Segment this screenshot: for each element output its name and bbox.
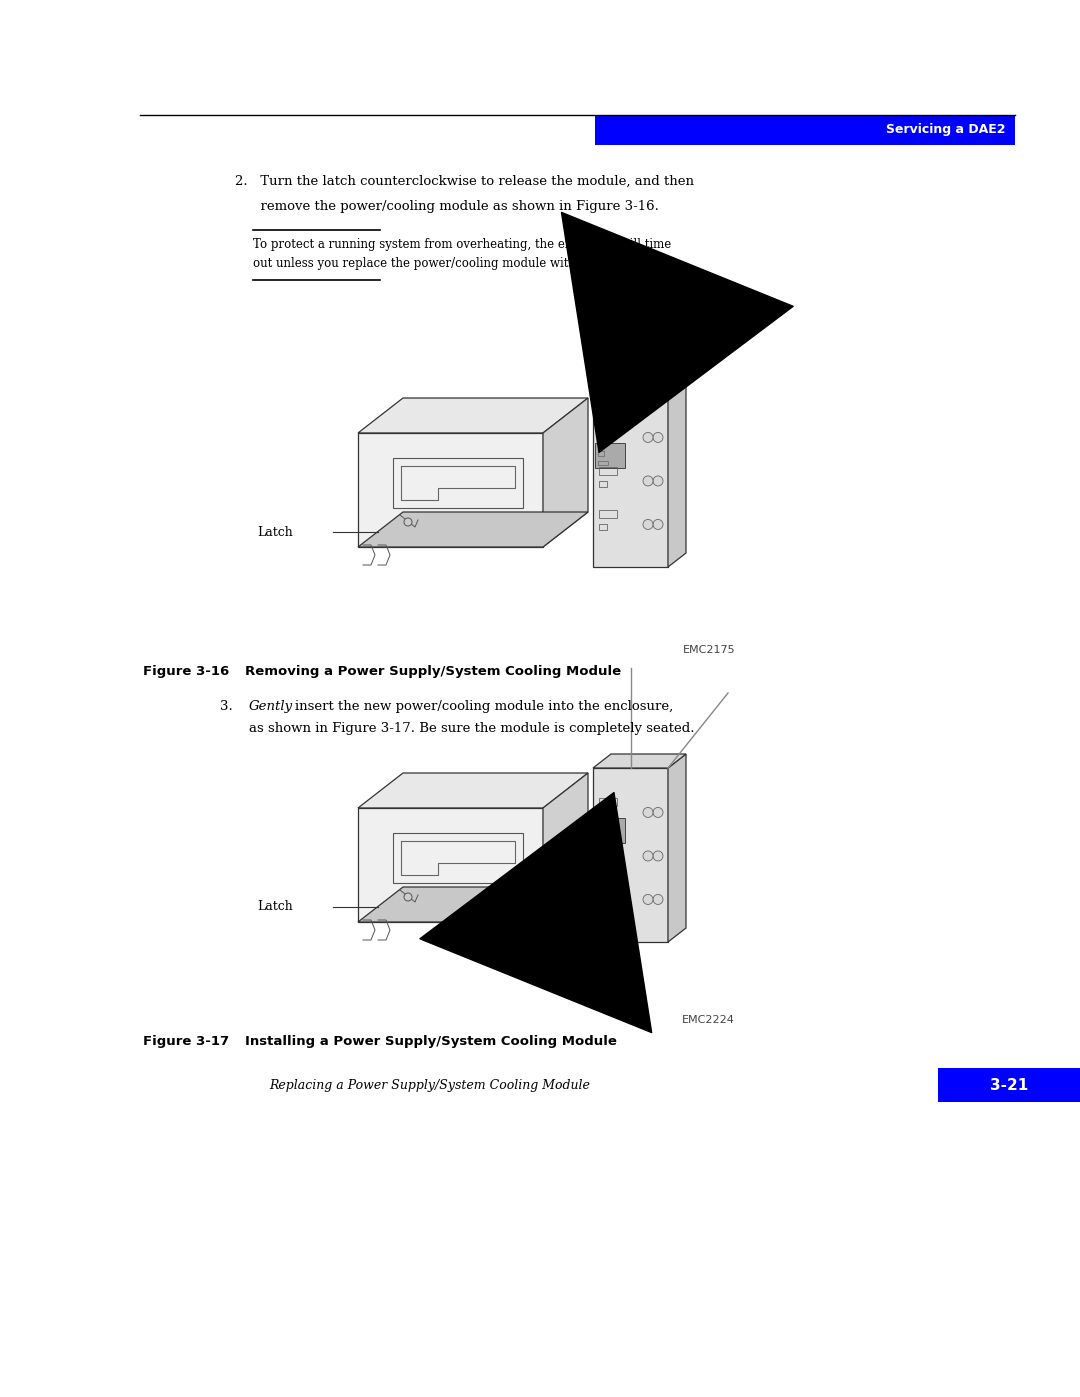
Bar (595, 115, 1015, 145)
Text: 2.   Turn the latch counterclockwise to release the module, and then: 2. Turn the latch counterclockwise to re… (235, 175, 694, 189)
Text: Figure 3-16: Figure 3-16 (143, 665, 229, 678)
Bar (599, 842, 617, 849)
Text: Latch: Latch (257, 525, 293, 538)
Bar (593, 768, 669, 942)
Circle shape (404, 518, 411, 527)
Bar (599, 510, 617, 518)
Text: Servicing a DAE2: Servicing a DAE2 (886, 123, 1005, 137)
Polygon shape (357, 887, 588, 922)
Polygon shape (543, 773, 588, 922)
Circle shape (643, 433, 653, 443)
Text: To protect a running system from overheating, the enclosure will time: To protect a running system from overhea… (253, 237, 672, 251)
Bar (598, 826, 604, 831)
Text: remove the power/cooling module as shown in Figure 3-16.: remove the power/cooling module as shown… (235, 200, 659, 212)
Bar (599, 856, 607, 862)
Bar (598, 451, 604, 455)
Circle shape (404, 893, 411, 901)
Polygon shape (357, 398, 588, 433)
Polygon shape (543, 398, 588, 548)
Bar (599, 886, 617, 894)
Text: insert the new power/cooling module into the enclosure,: insert the new power/cooling module into… (295, 700, 673, 712)
Bar (599, 481, 607, 488)
Text: 3.: 3. (220, 700, 233, 712)
Circle shape (643, 894, 653, 904)
Bar (393, 833, 523, 883)
Circle shape (643, 807, 653, 817)
Polygon shape (357, 433, 543, 548)
Circle shape (643, 851, 653, 861)
Text: as shown in Figure 3-17. Be sure the module is completely seated.: as shown in Figure 3-17. Be sure the mod… (249, 722, 694, 735)
Bar (598, 461, 608, 465)
Bar (939, 1067, 1080, 1102)
Text: Installing a Power Supply/System Cooling Module: Installing a Power Supply/System Cooling… (245, 1035, 617, 1048)
Bar (593, 393, 669, 567)
Bar (599, 467, 617, 475)
Circle shape (643, 520, 653, 529)
Bar (599, 813, 607, 819)
Text: Figure 3-17: Figure 3-17 (143, 1035, 229, 1048)
Polygon shape (593, 379, 686, 393)
Circle shape (653, 851, 663, 861)
Bar (599, 799, 617, 806)
Text: Gently: Gently (249, 700, 293, 712)
Bar (595, 443, 625, 468)
Circle shape (643, 476, 653, 486)
Bar (599, 423, 617, 432)
Polygon shape (593, 754, 686, 768)
Polygon shape (669, 754, 686, 942)
Polygon shape (357, 807, 543, 922)
Text: Replacing a Power Supply/System Cooling Module: Replacing a Power Supply/System Cooling … (269, 1078, 590, 1091)
Circle shape (653, 433, 663, 443)
Polygon shape (357, 773, 588, 807)
Bar (599, 900, 607, 905)
Circle shape (653, 476, 663, 486)
Bar (598, 835, 608, 840)
Polygon shape (669, 379, 686, 567)
Bar (393, 458, 523, 509)
Text: Latch: Latch (257, 901, 293, 914)
Circle shape (653, 894, 663, 904)
Text: out unless you replace the power/cooling module within two minutes.: out unless you replace the power/cooling… (253, 257, 667, 270)
Text: EMC2224: EMC2224 (683, 1016, 735, 1025)
Bar (599, 524, 607, 531)
Text: Removing a Power Supply/System Cooling Module: Removing a Power Supply/System Cooling M… (245, 665, 621, 678)
Circle shape (653, 807, 663, 817)
Bar (599, 437, 607, 443)
Circle shape (653, 520, 663, 529)
Bar (595, 819, 625, 842)
Text: 3-21: 3-21 (990, 1077, 1028, 1092)
Text: EMC2175: EMC2175 (683, 645, 735, 655)
Polygon shape (357, 511, 588, 548)
